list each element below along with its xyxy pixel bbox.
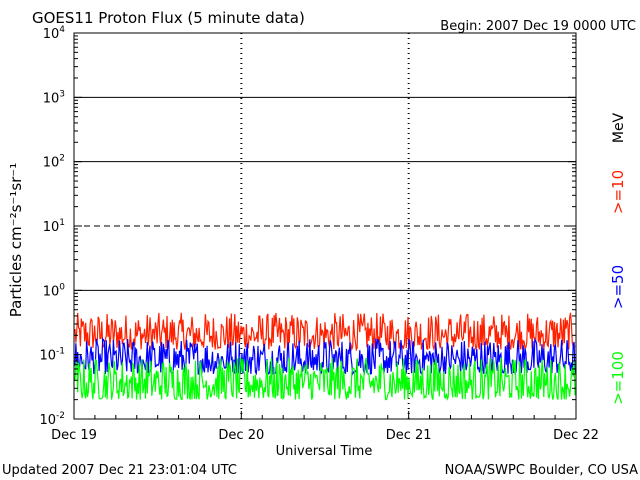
y-tick-label: 100 [43, 282, 66, 299]
legend-entry: >=10 [609, 170, 627, 214]
y-axis-label: Particles cm⁻²s⁻¹sr⁻¹ [7, 163, 25, 317]
y-axis-ticks: 10-2 10-1 100 101 102 103 104 [39, 25, 576, 428]
x-tick-label: Dec 19 [51, 428, 97, 443]
x-axis-label: Universal Time [276, 444, 373, 459]
x-tick-label: Dec 21 [386, 428, 432, 443]
x-tick-label: Dec 22 [553, 428, 599, 443]
credit-label: NOAA/SWPC Boulder, CO USA [445, 463, 638, 478]
legend-unit: MeV [611, 112, 627, 143]
gridlines [74, 33, 576, 419]
y-tick-label: 104 [43, 25, 66, 42]
y-tick-label: 10-1 [39, 347, 65, 364]
y-tick-label: 102 [43, 154, 65, 171]
y-tick-label: 10-2 [39, 411, 65, 428]
x-tick-label: Dec 20 [218, 428, 264, 443]
flux-traces [74, 312, 576, 401]
chart-title: GOES11 Proton Flux (5 minute data) [32, 9, 305, 27]
legend-entry: >=50 [609, 265, 627, 309]
series-line [74, 337, 576, 376]
updated-label: Updated 2007 Dec 21 23:01:04 UTC [2, 463, 237, 478]
x-axis-ticks: Dec 19 Dec 20 Dec 21 Dec 22 [51, 411, 599, 443]
series-line [74, 312, 576, 352]
legend: MeV >=10 >=50 >=100 [609, 112, 627, 404]
y-tick-label: 101 [43, 218, 65, 235]
series-line [74, 355, 576, 401]
legend-entry: >=100 [609, 351, 627, 405]
y-tick-label: 103 [43, 89, 65, 106]
begin-label: Begin: 2007 Dec 19 0000 UTC [440, 19, 636, 34]
